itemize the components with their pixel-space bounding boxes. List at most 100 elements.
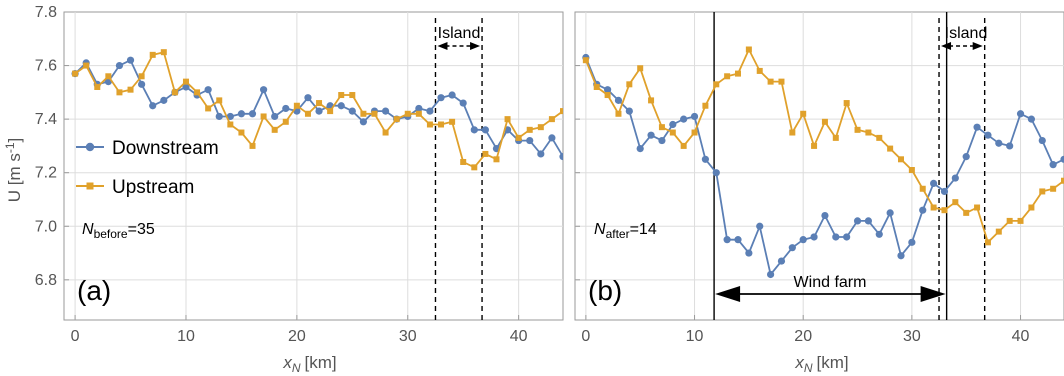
data-point-downstream <box>973 123 981 131</box>
data-point-upstream <box>160 49 167 56</box>
x-axis-title-b: xN [km] <box>794 353 848 375</box>
data-point-downstream <box>1016 110 1025 118</box>
data-point-upstream <box>908 167 915 174</box>
n-before-annotation: Nbefore=35 <box>82 221 155 241</box>
x-axis-unit-b: [km] <box>817 353 849 372</box>
data-point-upstream <box>604 92 611 99</box>
data-point-upstream <box>941 207 948 214</box>
x-tick-label: 30 <box>399 328 417 345</box>
data-point-downstream <box>215 112 223 121</box>
panel-a: 6.8 7.0 7.2 7.4 7.6 7.8 0 10 20 30 40 <box>35 4 564 345</box>
x-axis-unit-a: [km] <box>305 353 337 372</box>
data-point-downstream <box>712 169 720 177</box>
data-point-upstream <box>854 126 861 133</box>
y-tick-label: 7.4 <box>35 111 57 128</box>
data-point-upstream <box>1061 177 1064 184</box>
data-point-upstream <box>149 51 156 58</box>
data-point-downstream <box>875 230 883 238</box>
data-point-upstream <box>811 142 818 149</box>
data-point-upstream <box>138 73 145 80</box>
data-point-downstream <box>930 179 938 188</box>
data-point-downstream <box>690 112 699 121</box>
n-after-sub: after <box>606 227 630 241</box>
data-point-upstream <box>832 134 839 141</box>
data-point-downstream <box>788 244 796 252</box>
x-tick-label: 0 <box>581 328 590 345</box>
data-point-upstream <box>493 156 500 163</box>
y-tick-label: 7.2 <box>35 165 57 182</box>
data-point-downstream <box>951 174 959 182</box>
data-point-upstream <box>249 142 256 149</box>
data-point-downstream <box>897 252 905 260</box>
n-before-value: =35 <box>128 221 155 238</box>
data-point-downstream <box>126 56 135 64</box>
data-point-downstream <box>415 104 423 113</box>
n-after-value: =14 <box>630 221 657 238</box>
data-point-downstream <box>647 131 655 139</box>
data-point-upstream <box>637 65 644 72</box>
data-point-upstream <box>702 102 709 109</box>
wind-farm-label: Wind farm <box>794 274 867 291</box>
data-point-upstream <box>426 121 433 128</box>
data-point-downstream <box>548 134 556 142</box>
data-point-upstream <box>756 67 763 74</box>
y-tick-label: 6.8 <box>35 272 57 289</box>
data-point-downstream <box>282 104 290 113</box>
data-point-upstream <box>415 110 422 117</box>
data-point-downstream <box>669 120 677 129</box>
data-point-upstream <box>658 124 665 131</box>
data-point-upstream <box>404 110 411 117</box>
data-point-downstream <box>701 155 710 163</box>
data-point-upstream <box>171 89 178 96</box>
data-point-upstream <box>182 78 189 85</box>
y-axis-title: U [m s-1] <box>3 138 24 203</box>
data-point-upstream <box>876 134 883 141</box>
data-point-upstream <box>449 118 456 125</box>
data-point-upstream <box>1028 204 1035 211</box>
data-point-upstream <box>963 209 970 216</box>
data-point-upstream <box>316 100 323 107</box>
plot-frame-b <box>574 11 1064 321</box>
data-point-upstream <box>349 92 356 99</box>
x-tick-label: 30 <box>903 328 921 345</box>
y-tick-label: 7.0 <box>35 218 57 235</box>
data-point-downstream <box>1006 142 1014 150</box>
data-point-upstream <box>887 145 894 152</box>
x-tick-label: 10 <box>686 328 704 345</box>
data-point-downstream <box>756 222 764 230</box>
data-point-downstream <box>1038 136 1046 145</box>
data-point-upstream <box>327 108 334 115</box>
data-point-downstream <box>864 217 873 225</box>
wind-farm-arrow-head-left <box>715 286 741 302</box>
y-tick-label: 7.8 <box>35 4 57 21</box>
data-point-upstream <box>821 118 828 125</box>
data-point-downstream <box>459 99 467 107</box>
data-point-upstream <box>995 228 1002 235</box>
data-point-upstream <box>898 156 904 163</box>
data-point-upstream <box>713 81 720 88</box>
data-point-upstream <box>271 126 278 133</box>
data-point-upstream <box>216 97 223 104</box>
x-axis-label-sub-b: N <box>804 361 813 375</box>
data-point-upstream <box>471 164 478 171</box>
data-point-downstream <box>526 136 534 145</box>
data-point-upstream <box>800 110 807 117</box>
data-point-upstream <box>952 199 959 206</box>
data-point-downstream <box>962 153 970 161</box>
n-before-symbol: N <box>82 221 94 238</box>
data-point-downstream <box>537 150 545 158</box>
data-point-upstream <box>560 108 563 115</box>
data-point-downstream <box>886 209 894 217</box>
data-point-downstream <box>248 110 257 118</box>
data-point-upstream <box>1039 188 1046 195</box>
data-point-upstream <box>83 62 90 69</box>
data-point-downstream <box>448 91 456 99</box>
data-point-downstream <box>160 96 168 104</box>
data-point-upstream <box>105 73 112 80</box>
data-point-downstream <box>359 118 367 126</box>
x-axis-label-a: x <box>282 353 292 372</box>
data-point-upstream <box>504 116 511 123</box>
data-point-downstream <box>260 86 268 94</box>
data-point-upstream <box>648 97 655 104</box>
x-axis-title-a: xN [km] <box>282 353 336 375</box>
